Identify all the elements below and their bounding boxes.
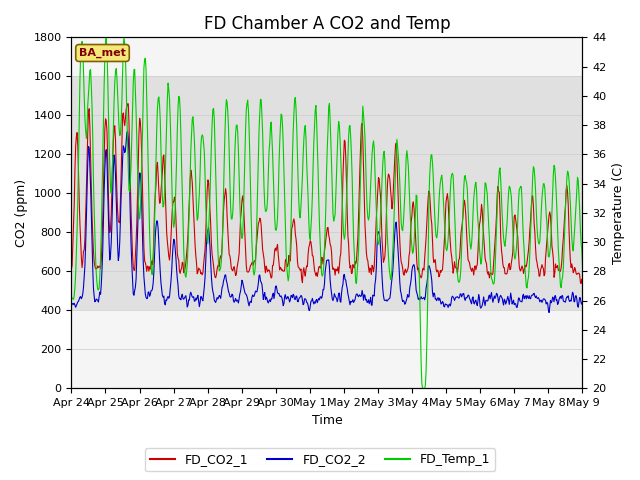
X-axis label: Time: Time bbox=[312, 414, 342, 427]
Legend: FD_CO2_1, FD_CO2_2, FD_Temp_1: FD_CO2_1, FD_CO2_2, FD_Temp_1 bbox=[145, 448, 495, 471]
Y-axis label: CO2 (ppm): CO2 (ppm) bbox=[15, 179, 28, 247]
Y-axis label: Temperature (C): Temperature (C) bbox=[612, 162, 625, 264]
Bar bbox=[72, 76, 582, 311]
Text: BA_met: BA_met bbox=[79, 48, 126, 58]
Title: FD Chamber A CO2 and Temp: FD Chamber A CO2 and Temp bbox=[204, 15, 451, 33]
